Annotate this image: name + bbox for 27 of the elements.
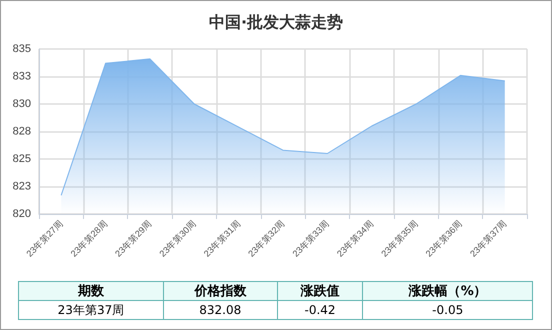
x-tick-label: 23年第36周	[424, 218, 464, 259]
text: 期数	[18, 282, 164, 300]
text: 涨跌值	[277, 282, 363, 300]
y-tick-label: 830	[12, 98, 31, 110]
x-tick-label: 23年第31周	[202, 218, 242, 259]
y-tick-label: 823	[12, 180, 31, 192]
text: 价格指数	[163, 282, 278, 300]
text: 23年第37周	[18, 300, 164, 320]
x-tick-label: 23年第29周	[113, 218, 154, 259]
x-tick-label: 23年第35周	[379, 218, 420, 259]
x-tick-label: 23年第33周	[290, 218, 331, 259]
x-tick-label: 23年第27周	[24, 218, 65, 259]
y-tick-label: 820	[12, 208, 31, 220]
x-tick-label: 23年第28周	[68, 218, 110, 259]
chart-title: 中国·批发大蒜走势	[208, 12, 344, 32]
x-tick-label: 23年第32周	[246, 218, 287, 259]
x-tick-label: 23年第37周	[468, 218, 508, 259]
text: -0.05	[362, 300, 532, 320]
x-tick-label: 23年第30周	[158, 218, 198, 259]
y-tick-label: 825	[12, 153, 31, 165]
y-tick-label: 833	[12, 70, 31, 82]
y-tick-label: 835	[12, 43, 31, 55]
y-tick-label: 828	[12, 126, 31, 138]
text: 涨跌幅（%）	[362, 282, 532, 300]
x-tick-label: 23年第34周	[334, 218, 376, 259]
text: 832.08	[163, 300, 278, 320]
text: -0.42	[277, 300, 363, 320]
